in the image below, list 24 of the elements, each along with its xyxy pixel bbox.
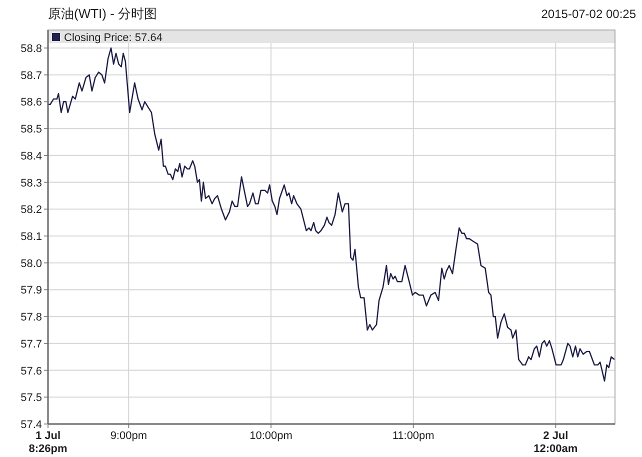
text: 2015-07-02 00:25: [541, 7, 636, 21]
y-tick-label: 57.4: [20, 419, 42, 431]
y-tick-label: 58.5: [20, 124, 42, 136]
y-tick-label: 58.3: [20, 177, 42, 190]
y-tick-label: 57.5: [20, 392, 42, 404]
y-tick-label: 58.1: [20, 231, 42, 243]
y-tick-label: 57.6: [20, 365, 42, 378]
y-tick-label: 58.7: [20, 70, 42, 82]
x-tick-label: 9:00pm: [110, 430, 148, 442]
x-tick-label: 2 Jul 12:00am: [534, 430, 578, 455]
x-tick-label: 10:00pm: [250, 430, 292, 442]
x-tick-label: 1 Jul 8:26pm: [28, 430, 68, 455]
y-tick-label: 57.9: [20, 284, 42, 297]
chart-title: 原油(WTI) - 分时图: [48, 6, 158, 21]
x-tick-label: 11:00pm: [392, 430, 434, 442]
y-tick-label: 57.7: [20, 338, 42, 350]
y-tick-label: 57.8: [20, 312, 42, 324]
y-tick-label: 58.8: [20, 43, 42, 55]
y-tick-label: 58.0: [20, 258, 42, 270]
line-series: [47, 47, 616, 382]
y-tick-label: 58.4: [20, 150, 42, 162]
y-tick-label: 58.2: [20, 204, 42, 216]
y-tick-label: 58.6: [20, 96, 42, 109]
legend-label: Closing Price: 57.64: [64, 32, 162, 44]
